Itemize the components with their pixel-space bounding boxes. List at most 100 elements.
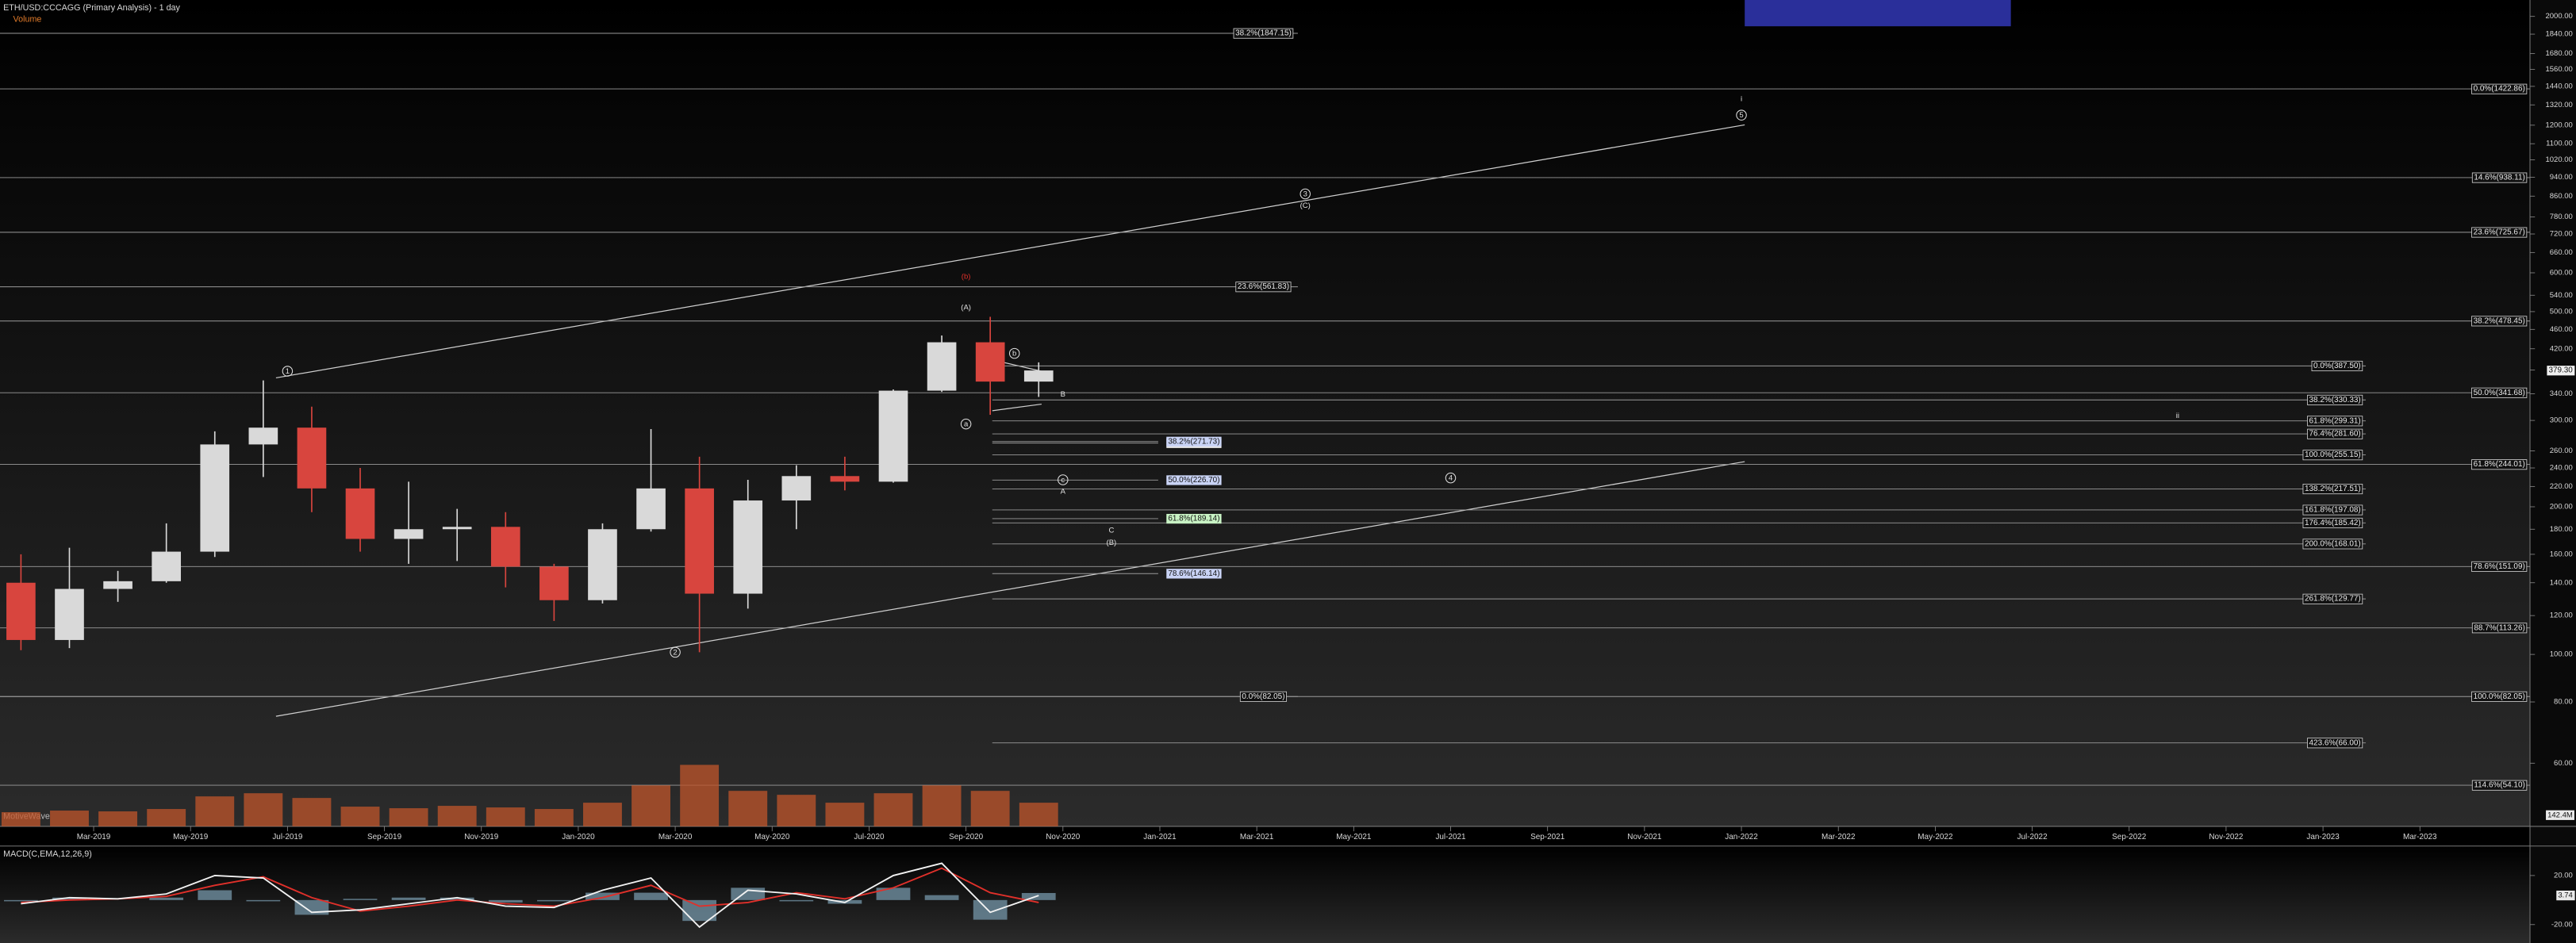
y-tick-label: 2000.00	[2545, 12, 2572, 21]
candle-body	[636, 488, 666, 530]
volume-bar	[195, 796, 235, 826]
x-tick-label: Jan-2022	[1725, 833, 1758, 841]
wave-label: a	[964, 420, 969, 429]
label-box	[2302, 593, 2363, 604]
fib-label: 100.0%(255.15)	[2305, 450, 2361, 459]
label-box	[2556, 890, 2575, 901]
volume-bar	[825, 803, 865, 826]
fib-label: 23.6%(561.83)	[1238, 282, 1289, 291]
macd-signal-line	[21, 867, 1039, 912]
x-tick-label: Mar-2022	[1822, 833, 1856, 841]
x-tick-label: Sep-2019	[367, 833, 402, 841]
fib-label: 61.8%(299.31)	[2309, 416, 2361, 425]
x-tick-label: Sep-2022	[2112, 833, 2147, 841]
fib-label: 38.2%(330.33)	[2309, 396, 2361, 404]
y-tick-label: 60.00	[2554, 759, 2573, 768]
y-tick-label: 940.00	[2550, 173, 2573, 182]
label-box	[2311, 360, 2363, 372]
fib-label: 61.8%(244.01)	[2474, 460, 2525, 469]
candle-body	[152, 551, 181, 581]
x-tick-label: Mar-2020	[658, 833, 693, 841]
fib-label: 38.2%(1847.15)	[1235, 29, 1292, 38]
wave-label: b	[1012, 349, 1016, 358]
x-tick-label: Mar-2023	[2403, 833, 2437, 841]
wave-label: 3	[1303, 190, 1307, 198]
y-tick-label: 1840.00	[2545, 30, 2572, 39]
y-tick-label: 600.00	[2550, 268, 2573, 277]
label-box	[2471, 316, 2528, 327]
x-tick-label: May-2019	[173, 833, 209, 841]
wave-circle	[1445, 472, 1457, 484]
volume-bar	[1019, 803, 1058, 826]
wave-label: c	[1061, 476, 1065, 485]
macd-hist-bar	[488, 899, 523, 903]
label-box	[1166, 475, 1222, 485]
label-box	[2307, 738, 2363, 749]
volume-bar	[1, 812, 40, 826]
volume-bar	[147, 809, 186, 826]
y-tick-label: 500.00	[2550, 307, 2573, 316]
wave-label: C	[1108, 527, 1114, 535]
label-box	[1166, 436, 1222, 447]
volume-bar	[50, 811, 89, 826]
label-box	[2307, 416, 2363, 427]
macd-pane	[0, 845, 2531, 943]
y-tick-label: 1200.00	[2545, 121, 2572, 129]
candle-body	[248, 427, 278, 445]
label-box	[2302, 517, 2363, 528]
volume-bar	[680, 765, 720, 826]
fib-label: 114.6%(54.10)	[2474, 781, 2524, 790]
candle-body	[975, 342, 1005, 382]
macd-hist-bar	[52, 897, 86, 900]
y-tick-label: 660.00	[2550, 248, 2573, 257]
wave-label: ii	[2176, 412, 2179, 420]
y-tick-label: 860.00	[2550, 192, 2573, 201]
fib-label: 138.2%(217.51)	[2305, 485, 2361, 493]
macd-hist-bar	[876, 887, 911, 900]
label-box	[1166, 513, 1222, 524]
x-tick-label: Nov-2021	[1627, 833, 1662, 841]
y-tick-label: 120.00	[2550, 611, 2573, 620]
overlay-box	[1745, 0, 2011, 27]
fib-label: 0.0%(387.50)	[2313, 362, 2361, 370]
x-tick-label: Jul-2019	[272, 833, 303, 841]
channel-line	[275, 124, 1745, 379]
fib-label: 76.4%(281.60)	[2309, 430, 2361, 439]
volume-bar	[534, 809, 574, 826]
candle-body	[200, 444, 230, 552]
fib-label: 161.8%(197.08)	[2305, 506, 2361, 515]
macd-hist-bar	[779, 899, 814, 902]
macd-hist-bar	[682, 899, 717, 922]
wave-circle	[1058, 474, 1069, 485]
wave-label: (b)	[962, 272, 971, 281]
macd-hist-bar	[1021, 892, 1056, 900]
label-box	[2547, 366, 2575, 376]
volume-bar	[583, 803, 622, 826]
fib-label: 423.6%(66.00)	[2309, 738, 2361, 747]
volume-bar	[486, 807, 525, 826]
volume-bar	[777, 795, 816, 826]
x-tick-label: Nov-2020	[1046, 833, 1081, 841]
y-tick-label: 540.00	[2550, 291, 2573, 300]
macd-hist-bar	[973, 899, 1008, 920]
macd-hist-bar	[246, 899, 281, 902]
volume-bar	[437, 806, 477, 826]
fib-label: 61.8%(189.14)	[1168, 515, 1219, 523]
label-box	[2471, 691, 2528, 702]
macd-hist-bar	[634, 892, 668, 900]
candle-body	[297, 427, 327, 489]
x-tick-label: Nov-2022	[2209, 833, 2244, 841]
candle-body	[1023, 370, 1054, 382]
volume-bar	[292, 798, 332, 826]
y-tick-label: 160.00	[2550, 550, 2573, 558]
volume-bar	[389, 808, 428, 826]
y-tick-label: 180.00	[2550, 525, 2573, 534]
wave-label: (A)	[961, 304, 971, 312]
wave-label: 4	[1449, 474, 1453, 483]
y-tick-label: -20.00	[2551, 920, 2573, 929]
fib-label: 23.6%(725.67)	[2474, 228, 2525, 237]
candle-body	[733, 500, 763, 594]
x-tick-label: May-2021	[1336, 833, 1372, 841]
candle-body	[588, 529, 617, 600]
